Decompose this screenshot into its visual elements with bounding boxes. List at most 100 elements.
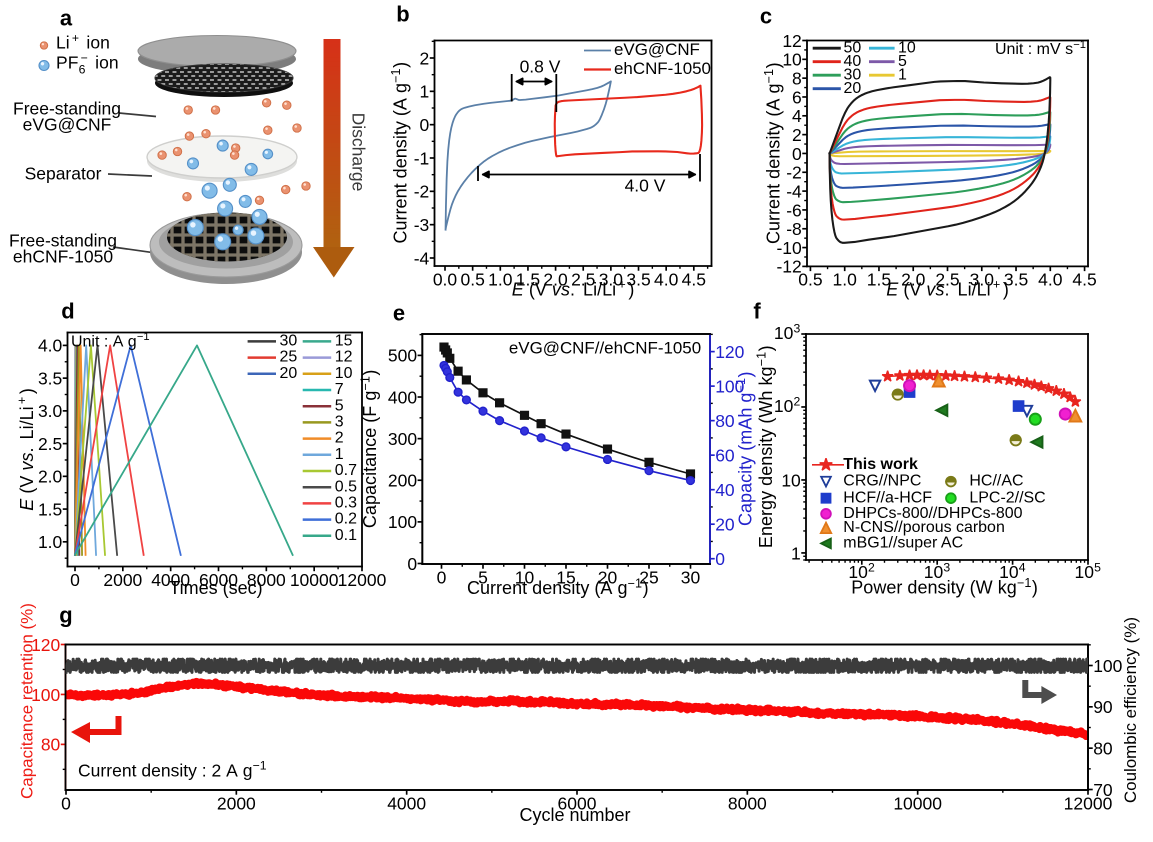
svg-text:120: 120 (715, 342, 744, 362)
svg-text:2: 2 (420, 48, 430, 68)
svg-text:4.0: 4.0 (1038, 270, 1063, 290)
svg-text:4.0: 4.0 (38, 336, 63, 356)
svg-text:80: 80 (41, 735, 61, 755)
svg-text:U n i t: U n i t : m V s − 1 (995, 28, 1086, 59)
svg-text:-1: -1 (414, 148, 430, 168)
svg-text:-10: -10 (776, 238, 802, 258)
svg-text:4.5: 4.5 (682, 269, 706, 289)
svg-text:0: 0 (407, 554, 417, 574)
svg-text:2: 2 (792, 125, 802, 145)
svg-text:1 0 3: 1 0 3 (774, 319, 801, 344)
svg-text:-4: -4 (786, 181, 802, 201)
svg-text:10: 10 (781, 470, 801, 490)
svg-text:3.0: 3.0 (38, 401, 63, 421)
svg-text:10: 10 (515, 567, 535, 587)
svg-text:15: 15 (335, 333, 353, 350)
svg-text:eVG@CNF: eVG@CNF (23, 115, 112, 135)
svg-text:1 0 5: 1 0 5 (1075, 558, 1102, 583)
svg-text:1.0: 1.0 (833, 270, 858, 290)
svg-text:Separator: Separator (25, 164, 102, 184)
svg-text:0: 0 (61, 793, 71, 813)
svg-text:-6: -6 (786, 200, 802, 220)
svg-text:Cycle number: Cycle number (519, 805, 630, 825)
svg-text:-12: -12 (776, 257, 801, 277)
svg-text:6000: 6000 (558, 793, 597, 813)
svg-text:2000: 2000 (217, 793, 256, 813)
svg-text:5: 5 (478, 567, 488, 587)
svg-text:2.5: 2.5 (38, 434, 62, 454)
svg-text:E n e r: E n e r g y d e n s i t y ( W h k g ) − … (745, 339, 777, 548)
svg-text:1 0 3: 1 0 3 (924, 558, 951, 583)
svg-text:8000: 8000 (247, 570, 286, 590)
svg-text:100: 100 (388, 512, 417, 532)
svg-text:mBG1//super AC: mBG1//super AC (843, 535, 963, 552)
svg-text:4.0: 4.0 (654, 269, 679, 289)
svg-text:200: 200 (388, 471, 417, 491)
svg-text:0.3: 0.3 (335, 495, 357, 512)
svg-text:LPC-2//SC: LPC-2//SC (969, 489, 1045, 506)
svg-text:0: 0 (437, 567, 447, 587)
svg-text:120: 120 (31, 635, 60, 655)
svg-text:20: 20 (844, 80, 862, 97)
svg-text:40: 40 (715, 480, 735, 500)
svg-text:0.8 V: 0.8 V (520, 57, 561, 77)
svg-text:400: 400 (388, 387, 417, 407)
svg-text:80: 80 (1093, 739, 1113, 759)
svg-text:12: 12 (335, 349, 353, 366)
svg-text:12: 12 (782, 31, 801, 51)
svg-text:500: 500 (388, 346, 417, 366)
svg-text:f: f (753, 299, 761, 324)
svg-text:N-CNS//porous carbon: N-CNS//porous carbon (843, 519, 1005, 536)
svg-text:70: 70 (1093, 780, 1113, 800)
svg-text:60: 60 (715, 445, 735, 465)
svg-text:a: a (60, 6, 73, 31)
svg-text:Discharge: Discharge (348, 113, 368, 192)
svg-text:2.0: 2.0 (543, 269, 568, 289)
svg-text:C u r r: C u r r e n t d e n s i t y ( A g ) − 1 (467, 567, 655, 599)
svg-text:ehCNF-1050: ehCNF-1050 (13, 247, 113, 267)
svg-text:0: 0 (420, 115, 430, 135)
svg-text:P o w e: P o w e r d e n s i t y ( W k g ) − 1 (851, 567, 1044, 599)
svg-text:90: 90 (1093, 697, 1113, 717)
svg-text:20: 20 (280, 365, 298, 382)
svg-text:6: 6 (792, 87, 802, 107)
svg-text:1: 1 (420, 82, 430, 102)
svg-text:4000: 4000 (387, 793, 426, 813)
svg-text:L i i: L i i o n + (56, 29, 116, 54)
svg-text:12000: 12000 (1064, 793, 1113, 813)
svg-text:Free-standing: Free-standing (13, 99, 121, 119)
svg-text:10: 10 (782, 50, 802, 70)
svg-text:4.5: 4.5 (1072, 270, 1096, 290)
svg-text:4: 4 (792, 106, 802, 126)
svg-text:C u r r: C u r r e n t d e n s i t y ( A g ) − 1 (753, 56, 785, 244)
svg-text:12000: 12000 (338, 570, 387, 590)
svg-text:-3: -3 (414, 215, 430, 235)
svg-text:4000: 4000 (151, 570, 190, 590)
svg-text:eVG@CNF: eVG@CNF (614, 40, 700, 59)
svg-text:Capacitance retention (%): Capacitance retention (%) (17, 603, 36, 799)
svg-text:1.0: 1.0 (38, 532, 63, 552)
svg-text:P F i: P F i o n 6 − (56, 49, 125, 79)
svg-text:30: 30 (280, 333, 298, 350)
svg-text:10000: 10000 (893, 793, 942, 813)
svg-text:This work: This work (843, 456, 918, 473)
svg-text:E v s: E v s ( V . L i / L i ) + (13, 382, 38, 511)
svg-text:300: 300 (388, 429, 417, 449)
svg-text:-4: -4 (414, 248, 430, 268)
svg-text:3: 3 (335, 414, 344, 431)
svg-text:-2: -2 (786, 163, 802, 183)
svg-text:HCF//a-HCF: HCF//a-HCF (843, 489, 932, 506)
svg-text:30: 30 (844, 66, 862, 83)
svg-text:8: 8 (792, 68, 802, 88)
svg-text:10: 10 (898, 39, 916, 56)
svg-text:d: d (61, 299, 74, 324)
svg-text:1: 1 (791, 543, 801, 563)
svg-text:C u r r: C u r r e n t d e n s i t y : 2 A g − 1 (78, 750, 267, 782)
svg-text:50: 50 (844, 39, 862, 56)
svg-text:1: 1 (898, 66, 907, 83)
svg-text:eVG@CNF//ehCNF-1050: eVG@CNF//ehCNF-1050 (509, 338, 701, 357)
svg-text:C u r r: C u r r e n t d e n s i t y ( A g ) − 1 (380, 56, 412, 244)
svg-text:80: 80 (715, 411, 735, 431)
svg-text:2.5: 2.5 (935, 270, 959, 290)
svg-text:E v s: E v s ( V . L i / L i ) + (512, 275, 641, 300)
